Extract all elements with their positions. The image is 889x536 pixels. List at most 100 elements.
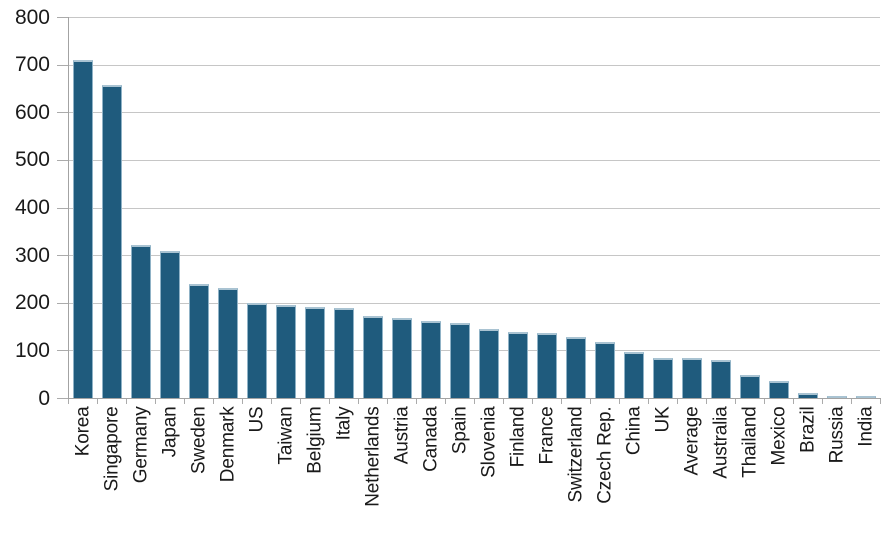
y-tick-label-100: 100 — [14, 338, 50, 362]
bar-finland — [507, 332, 528, 398]
x-tick-4 — [184, 399, 185, 404]
bar-italy — [333, 307, 354, 398]
x-tick-5 — [213, 399, 214, 404]
x-tick-15 — [503, 399, 504, 404]
bar-canada — [420, 321, 441, 398]
bar-spain — [449, 323, 470, 398]
y-tick-800 — [57, 17, 68, 18]
x-tick-14 — [474, 399, 475, 404]
x-tick-17 — [561, 399, 562, 404]
y-axis-line — [68, 17, 69, 403]
bar-taiwan — [275, 304, 296, 398]
x-axis-line — [68, 398, 881, 399]
x-axis-label-sweden: Sweden — [188, 406, 209, 474]
x-tick-18 — [590, 399, 591, 404]
gridline-700 — [68, 64, 880, 66]
bar-netherlands — [362, 316, 383, 398]
y-tick-label-400: 400 — [14, 196, 50, 219]
x-tick-8 — [300, 399, 301, 404]
x-axis-label-switzerland: Switzerland — [565, 406, 586, 503]
bar-czech-rep — [594, 341, 615, 398]
gridline-100 — [68, 350, 880, 352]
x-tick-13 — [445, 399, 446, 404]
bar-austria — [391, 318, 412, 398]
y-tick-600 — [57, 112, 68, 114]
x-axis-label-japan: Japan — [159, 406, 180, 457]
x-tick-19 — [619, 399, 620, 404]
x-tick-26 — [822, 399, 823, 404]
gridline-400 — [68, 207, 880, 209]
y-tick-label-0: 0 — [38, 386, 50, 410]
x-axis-label-korea: Korea — [72, 406, 93, 456]
y-tick-500 — [57, 159, 68, 161]
gridline-300 — [68, 255, 880, 257]
x-axis-label-uk: UK — [652, 406, 673, 432]
x-axis-label-thailand: Thailand — [739, 406, 760, 478]
x-axis-label-russia: Russia — [826, 406, 847, 463]
bar-mexico — [768, 380, 789, 398]
x-tick-2 — [126, 399, 127, 404]
y-tick-label-600: 600 — [14, 100, 50, 124]
y-tick-label-200: 200 — [14, 291, 50, 315]
bar-india — [855, 396, 876, 398]
x-tick-12 — [416, 399, 417, 404]
gridline-600 — [68, 112, 880, 114]
x-tick-22 — [706, 399, 707, 404]
bar-russia — [826, 396, 847, 398]
x-axis-label-brazil: Brazil — [797, 406, 818, 453]
x-tick-20 — [648, 399, 649, 404]
y-tick-300 — [57, 255, 68, 257]
bar-sweden — [188, 283, 209, 398]
bar-slovenia — [478, 329, 499, 398]
x-axis-label-france: France — [536, 406, 557, 464]
x-tick-10 — [358, 399, 359, 404]
gridline-800 — [68, 17, 880, 18]
x-axis-label-canada: Canada — [420, 406, 441, 472]
y-tick-label-700: 700 — [14, 53, 50, 77]
bar-japan — [159, 251, 180, 398]
x-axis-label-australia: Australia — [710, 406, 731, 479]
y-tick-400 — [57, 207, 68, 209]
x-axis-label-slovenia: Slovenia — [478, 406, 499, 478]
x-axis-label-china: China — [623, 406, 644, 455]
x-axis-label-taiwan: Taiwan — [275, 406, 296, 464]
x-axis-label-netherlands: Netherlands — [362, 406, 383, 507]
bar-belgium — [304, 306, 325, 398]
x-axis-label-singapore: Singapore — [101, 406, 122, 491]
bar-thailand — [739, 375, 760, 398]
x-tick-16 — [532, 399, 533, 404]
x-axis-label-india: India — [855, 406, 876, 447]
x-tick-21 — [677, 399, 678, 404]
bar-average — [681, 357, 702, 398]
bar-korea — [72, 59, 93, 398]
bar-china — [623, 352, 644, 398]
x-tick-6 — [242, 399, 243, 404]
bar-australia — [710, 359, 731, 398]
x-axis-label-average: Average — [681, 406, 702, 476]
bar-france — [536, 332, 557, 398]
bar-us — [246, 302, 267, 398]
x-axis-label-belgium: Belgium — [304, 406, 325, 474]
x-axis-label-austria: Austria — [391, 406, 412, 464]
bar-singapore — [101, 84, 122, 398]
bar-switzerland — [565, 337, 586, 398]
bar-brazil — [797, 393, 818, 398]
x-axis-label-us: US — [246, 406, 267, 432]
x-axis-label-czech-rep: Czech Rep. — [594, 406, 615, 504]
x-tick-7 — [271, 399, 272, 404]
y-tick-0 — [57, 398, 68, 399]
x-axis-label-spain: Spain — [449, 406, 470, 454]
y-tick-label-500: 500 — [14, 148, 50, 172]
bar-germany — [130, 244, 151, 398]
x-tick-11 — [387, 399, 388, 404]
x-tick-27 — [851, 399, 852, 404]
x-tick-23 — [735, 399, 736, 404]
x-tick-3 — [155, 399, 156, 404]
x-tick-9 — [329, 399, 330, 404]
x-axis-label-mexico: Mexico — [768, 406, 789, 465]
x-axis-label-finland: Finland — [507, 406, 528, 467]
y-tick-label-800: 800 — [14, 5, 50, 29]
gridline-500 — [68, 159, 880, 161]
x-axis-label-denmark: Denmark — [217, 406, 238, 482]
